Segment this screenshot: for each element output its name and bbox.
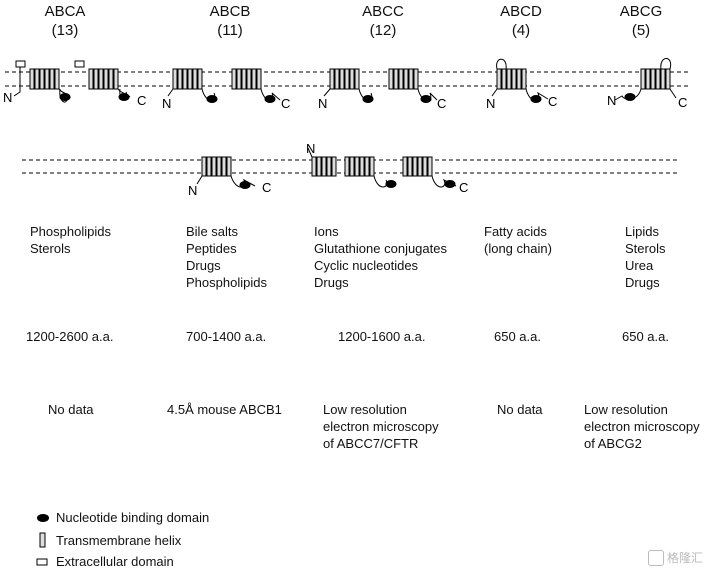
abcb-topology: [167, 68, 281, 103]
topology-diagram: N C N C N C N C: [3, 58, 690, 198]
legend-extracellular-domain: Extracellular domain: [36, 554, 174, 569]
family-name-abcc: ABCC: [362, 3, 404, 20]
abcc-c-label: C: [437, 96, 446, 111]
abcb-substrates: Bile salts Peptides Drugs Phospholipids: [186, 223, 267, 291]
family-name-abca: ABCA: [44, 3, 86, 20]
substrate-item: Bile salts: [186, 224, 239, 239]
abcb-structure: 4.5Å mouse ABCB1: [167, 401, 282, 418]
abcc-row2-topology: [307, 147, 457, 188]
watermark-logo-icon: [647, 549, 664, 566]
abcd-substrates: Fatty acids (long chain): [484, 223, 552, 257]
abca-structure: No data: [48, 401, 94, 418]
substrate-item: Ions: [314, 224, 339, 239]
legend-label: Extracellular domain: [56, 554, 174, 569]
abcd-structure: No data: [497, 401, 543, 418]
structure-line: electron microscopy: [323, 419, 439, 434]
substrate-item: Fatty acids: [484, 224, 547, 239]
substrate-item: Lipids: [625, 224, 659, 239]
abcc-row2-c-label: C: [459, 180, 468, 195]
abcg-topology: [614, 58, 677, 101]
abcg-substrates: Lipids Sterols Urea Drugs: [625, 223, 665, 291]
abcb-c-label: C: [281, 96, 290, 111]
abcd-c-label: C: [548, 94, 557, 109]
abcc-substrates: Ions Glutathione conjugates Cyclic nucle…: [314, 223, 447, 291]
family-name-abcg: ABCG: [619, 3, 663, 20]
substrate-item: Sterols: [625, 241, 666, 256]
abcg-n-label: N: [607, 93, 616, 108]
abcc-length: 1200-1600 a.a.: [338, 329, 426, 344]
substrate-item: Glutathione conjugates: [314, 241, 447, 256]
structure-line: Low resolution: [584, 402, 668, 417]
structure-line: No data: [497, 402, 543, 417]
abcg-c-label: C: [678, 95, 687, 110]
abcd-topology: [491, 58, 549, 103]
structure-line: electron microscopy: [584, 419, 700, 434]
substrate-item: Urea: [625, 258, 654, 273]
watermark: 格隆汇: [647, 549, 703, 566]
transmembrane-helix-icon: [39, 532, 46, 548]
abca-n-label: N: [3, 90, 12, 105]
family-name-abcb: ABCB: [209, 3, 251, 20]
structure-line: 4.5Å mouse ABCB1: [167, 402, 282, 417]
family-count-abcb: (11): [217, 22, 243, 39]
abcd-n-label: N: [486, 96, 495, 111]
substrate-item: Sterols: [30, 241, 71, 256]
structure-line: of ABCG2: [584, 436, 642, 451]
family-count-abcc: (12): [369, 22, 397, 39]
substrate-item: Drugs: [186, 258, 221, 273]
legend-transmembrane-helix: Transmembrane helix: [36, 532, 181, 548]
family-count-abcd: (4): [511, 22, 531, 39]
family-count-abca: (13): [51, 22, 79, 39]
abcg-length: 650 a.a.: [622, 329, 669, 344]
abcc-n-label: N: [318, 96, 327, 111]
legend-label: Nucleotide binding domain: [56, 510, 210, 525]
abcc-row2-n-label: N: [306, 141, 315, 156]
abcg-structure: Low resolution electron microscopy of AB…: [584, 401, 700, 452]
substrate-item: Peptides: [186, 241, 237, 256]
structure-line: of ABCC7/CFTR: [323, 436, 419, 451]
abca-length: 1200-2600 a.a.: [26, 329, 114, 344]
abca-substrates: Phospholipids Sterols: [30, 223, 111, 257]
abca-c-label: C: [137, 93, 146, 108]
abcb-length: 700-1400 a.a.: [186, 329, 267, 344]
structure-line: Low resolution: [323, 402, 407, 417]
abcd-length: 650 a.a.: [494, 329, 541, 344]
family-name-abcd: ABCD: [500, 3, 542, 20]
abcb-n-label: N: [162, 96, 171, 111]
substrate-item: (long chain): [484, 241, 552, 256]
legend-nucleotide-binding: Nucleotide binding domain: [36, 510, 209, 525]
abcc-topology: [323, 68, 438, 103]
watermark-text: 格隆汇: [666, 551, 703, 565]
family-count-abcg: (5): [631, 22, 651, 39]
abcb-row2-n-label: N: [188, 183, 197, 198]
abcc-structure: Low resolution electron microscopy of AB…: [323, 401, 439, 452]
abcb-row2-topology: [196, 156, 256, 189]
abcb-row2-c-label: C: [262, 180, 271, 195]
substrate-item: Drugs: [314, 275, 349, 290]
substrate-item: Drugs: [625, 275, 660, 290]
extracellular-domain-icon: [36, 558, 48, 565]
substrate-item: Cyclic nucleotides: [314, 258, 419, 273]
structure-line: No data: [48, 402, 94, 417]
substrate-item: Phospholipids: [186, 275, 267, 290]
nucleotide-binding-icon: [37, 513, 49, 522]
abca-topology: [13, 60, 131, 103]
legend-label: Transmembrane helix: [56, 532, 182, 548]
substrate-item: Phospholipids: [30, 224, 111, 239]
